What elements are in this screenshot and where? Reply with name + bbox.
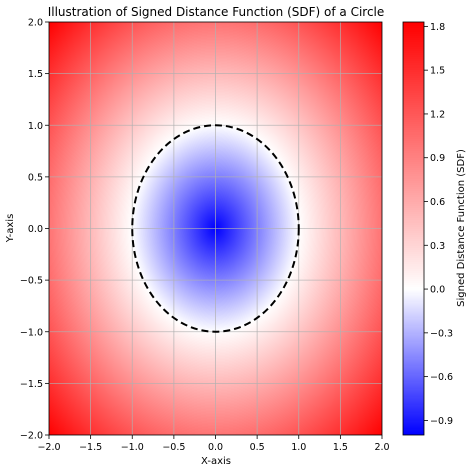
x-tick-label: −1.5 <box>79 442 102 453</box>
circle-boundary <box>131 124 300 333</box>
chart-title: Illustration of Signed Distance Function… <box>48 5 385 19</box>
colorbar-frame <box>402 21 425 436</box>
plot-area <box>48 21 383 436</box>
y-axis-ticks: −2.0 −1.5 −1.0 −0.5 0.0 0.5 1.0 1.5 2.0 <box>20 18 49 442</box>
colorbar-tick-label: 1.5 <box>430 66 445 77</box>
colorbar-tick-label: 0.6 <box>430 197 445 208</box>
colorbar-gradient <box>403 22 424 435</box>
colorbar-tick-label: 1.8 <box>430 22 445 33</box>
y-tick-label: −1.5 <box>20 379 43 390</box>
y-tick-label: 0.5 <box>28 172 43 183</box>
y-tick-label: 1.5 <box>28 69 43 80</box>
colorbar-tick-label: 0.9 <box>430 153 445 164</box>
x-tick-label: 1.0 <box>291 442 306 453</box>
x-tick-label: 1.5 <box>333 442 348 453</box>
y-tick-label: −0.5 <box>20 276 43 287</box>
colorbar-tick-label: −0.6 <box>430 372 453 383</box>
colorbar-ticks: −0.9 −0.6 −0.3 0.0 0.3 0.6 0.9 1.2 1.5 1.8 <box>424 22 453 427</box>
y-tick-label: −2.0 <box>20 431 43 442</box>
colorbar: −0.9 −0.6 −0.3 0.0 0.3 0.6 0.9 1.2 1.5 1.8 Signed… <box>402 21 467 436</box>
x-axis-label: X-axis <box>201 456 231 467</box>
colorbar-tick-label: 0.0 <box>430 285 445 296</box>
x-tick-label: 0.5 <box>250 442 265 453</box>
x-axis-ticks: −2.0 −1.5 −1.0 −0.5 0.0 0.5 1.0 1.5 2.0 <box>37 435 390 453</box>
x-tick-label: −1.0 <box>121 442 144 453</box>
y-tick-label: 2.0 <box>28 18 43 29</box>
colorbar-tick-label: 0.3 <box>430 241 445 252</box>
colorbar-tick-label: 1.2 <box>430 109 445 120</box>
x-tick-label: 2.0 <box>374 442 389 453</box>
x-tick-label: −0.5 <box>162 442 185 453</box>
y-axis-label: Y-axis <box>5 214 16 244</box>
y-tick-label: 1.0 <box>28 121 43 132</box>
colorbar-label: Signed Distance Function (SDF) <box>456 149 467 307</box>
y-tick-label: −1.0 <box>20 327 43 338</box>
colorbar-tick-label: −0.3 <box>430 328 453 339</box>
x-tick-label: −2.0 <box>37 442 60 453</box>
x-tick-label: 0.0 <box>208 442 223 453</box>
grid <box>49 22 382 435</box>
colorbar-tick-label: −0.9 <box>430 416 453 427</box>
y-tick-label: 0.0 <box>28 224 43 235</box>
